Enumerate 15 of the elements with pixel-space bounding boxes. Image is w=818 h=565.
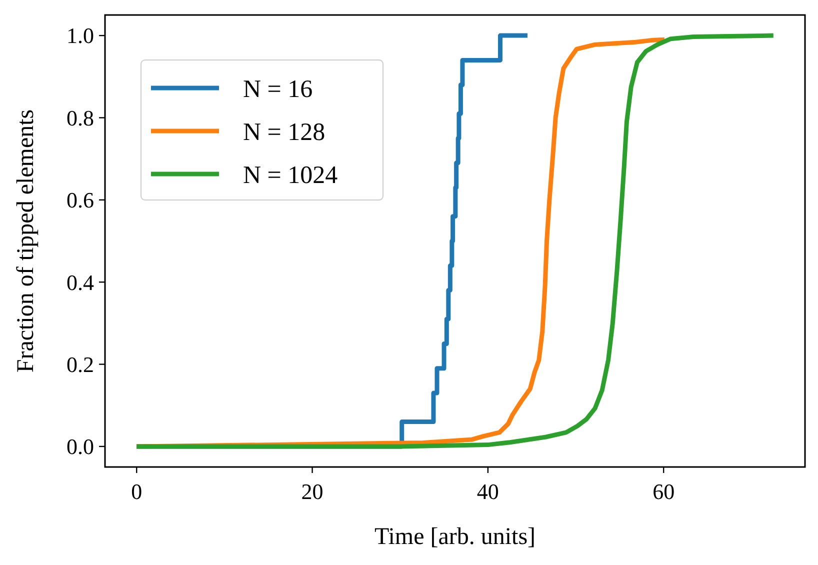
x-tick-label: 40	[476, 479, 499, 504]
legend-label: N = 128	[243, 118, 326, 146]
y-axis-title: Fraction of tipped elements	[13, 109, 39, 373]
y-tick-label: 0.8	[66, 105, 94, 130]
y-tick-label: 0.0	[66, 434, 94, 460]
legend-label: N = 16	[243, 76, 313, 103]
y-tick-label: 0.4	[66, 270, 94, 295]
x-tick-label: 0	[131, 479, 142, 504]
legend-label: N = 1024	[243, 162, 338, 189]
x-axis-title: Time [arb. units]	[374, 524, 536, 550]
x-tick-label: 20	[301, 479, 324, 504]
y-tick-label: 0.2	[66, 352, 94, 377]
y-tick-label: 1.0	[66, 23, 94, 48]
y-tick-label: 0.6	[66, 188, 94, 213]
x-tick-label: 60	[652, 479, 675, 504]
